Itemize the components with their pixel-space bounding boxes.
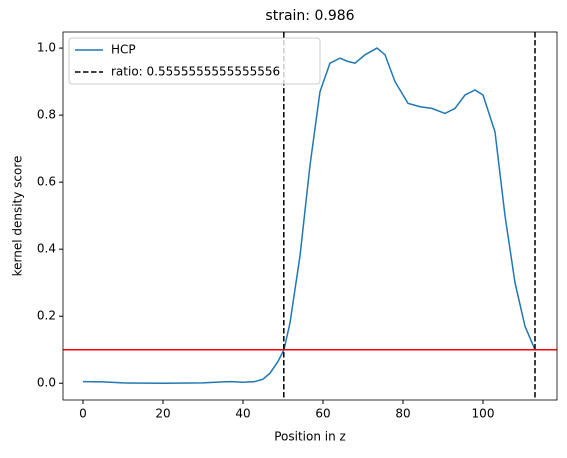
legend-label: ratio: 0.5555555555555556 [111, 65, 280, 79]
axes-frame [62, 31, 558, 401]
x-tick-label: 0 [79, 407, 87, 421]
y-tick-label: 0.6 [37, 175, 56, 189]
x-tick-label: 100 [472, 407, 495, 421]
y-tick-label: 0.0 [37, 376, 56, 390]
x-tick-label: 40 [235, 407, 250, 421]
x-axis-label: Position in z [274, 430, 346, 444]
y-tick-label: 0.4 [37, 242, 56, 256]
x-tick-label: 80 [395, 407, 410, 421]
legend-label: HCP [111, 43, 136, 57]
chart-title: strain: 0.986 [265, 8, 354, 24]
legend-box [68, 37, 321, 85]
x-tick-label: 60 [315, 407, 330, 421]
y-tick-label: 1.0 [37, 41, 56, 55]
y-tick-label: 0.2 [37, 309, 56, 323]
line-series [82, 47, 536, 384]
y-tick-label: 0.8 [37, 108, 56, 122]
x-tick-label: 20 [155, 407, 170, 421]
y-axis-label: kernel density score [11, 156, 25, 277]
